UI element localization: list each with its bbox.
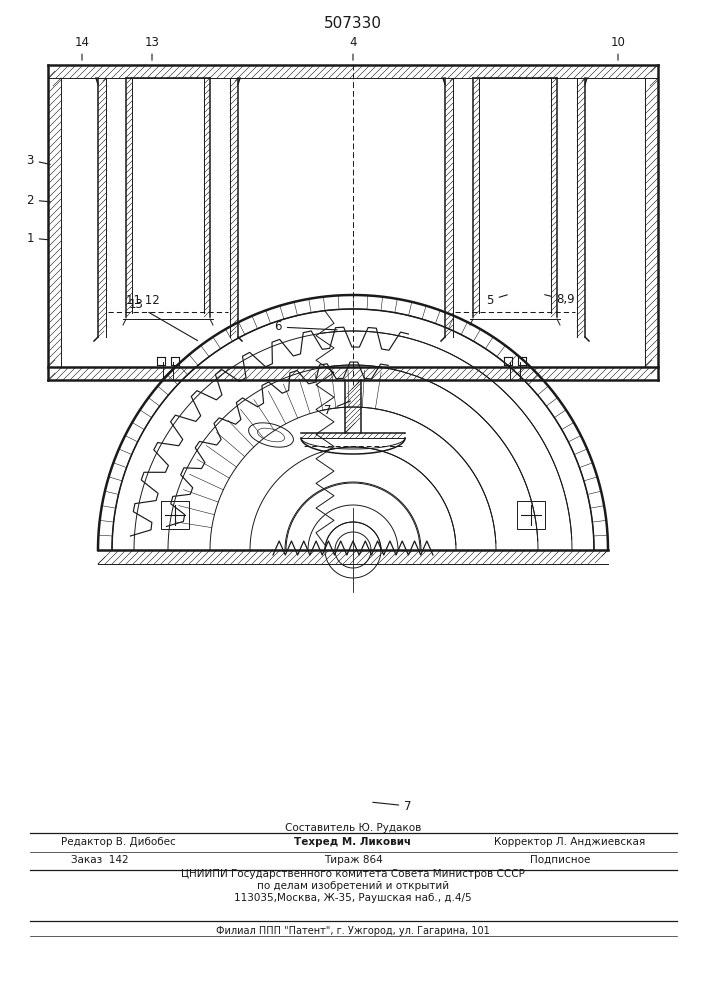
Text: 1: 1 — [26, 232, 48, 244]
Text: 13: 13 — [129, 298, 197, 341]
Text: 13: 13 — [144, 35, 160, 60]
Text: 10: 10 — [611, 35, 626, 60]
Text: Тираж 864: Тираж 864 — [324, 855, 382, 865]
Text: Филиал ППП "Патент", г. Ужгород, ул. Гагарина, 101: Филиал ППП "Патент", г. Ужгород, ул. Гаг… — [216, 926, 490, 936]
Text: Корректор Л. Анджиевская: Корректор Л. Анджиевская — [494, 837, 645, 847]
Text: 3: 3 — [26, 153, 50, 166]
Text: Техред М. Ликович: Техред М. Ликович — [295, 837, 411, 847]
Text: Составитель Ю. Рудаков: Составитель Ю. Рудаков — [285, 823, 421, 833]
Text: Заказ  142: Заказ 142 — [71, 855, 129, 865]
Text: ЦНИИПИ Государственного комитета Совета Министров СССР: ЦНИИПИ Государственного комитета Совета … — [181, 869, 525, 879]
Text: 507330: 507330 — [324, 16, 382, 31]
Text: 6: 6 — [274, 320, 337, 334]
Text: 113035,Москва, Ж-35, Раушская наб., д.4/5: 113035,Москва, Ж-35, Раушская наб., д.4/… — [234, 893, 472, 903]
Text: по делам изобретений и открытий: по делам изобретений и открытий — [257, 881, 449, 891]
Text: 7: 7 — [373, 800, 411, 812]
Text: 7: 7 — [325, 401, 351, 416]
Text: Подписное: Подписное — [530, 855, 590, 865]
Text: 8,9: 8,9 — [544, 294, 575, 306]
Text: 5: 5 — [486, 294, 508, 306]
Text: 4: 4 — [349, 35, 357, 60]
Text: 2: 2 — [26, 194, 50, 207]
Text: 14: 14 — [74, 35, 90, 60]
Text: 11 12: 11 12 — [126, 294, 160, 306]
Text: Редактор В. Дибобес: Редактор В. Дибобес — [61, 837, 175, 847]
